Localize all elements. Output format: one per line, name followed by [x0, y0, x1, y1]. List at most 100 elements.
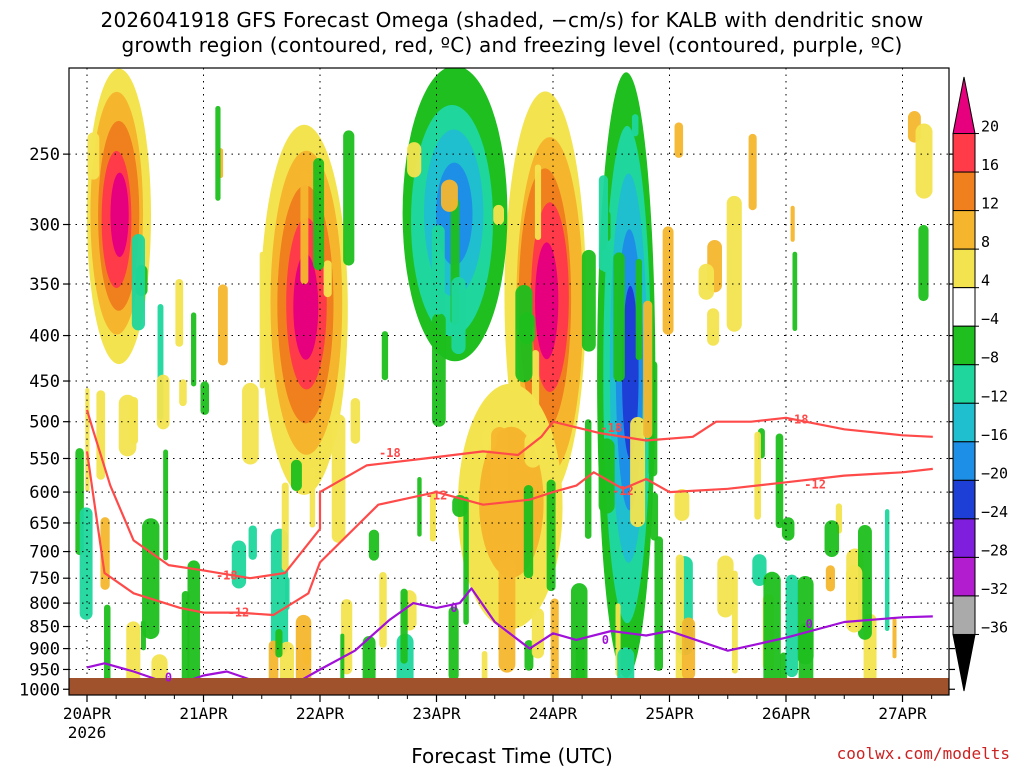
colorbar-segment [952, 248, 976, 289]
colorbar-label: 12 [981, 195, 999, 213]
contour-label: -12 [228, 606, 250, 620]
colorbar-segment [952, 364, 976, 404]
colorbar-label: −20 [981, 464, 1008, 482]
omega-streak [763, 571, 781, 695]
contour-label: -18 [600, 421, 622, 435]
colorbar-segment [952, 556, 976, 597]
colorbar-segment [952, 133, 976, 173]
omega-streak [498, 558, 516, 673]
omega-streak [179, 379, 187, 407]
omega-streak [417, 476, 422, 537]
omega-streak [493, 204, 505, 225]
omega-streak [630, 417, 646, 528]
colorbar-segment [952, 518, 976, 558]
chart-title-line-2: growth region (contoured, red, ºC) and f… [121, 33, 903, 57]
omega-streak [381, 331, 389, 381]
colorbar-label: −16 [981, 426, 1008, 444]
omega-streak [163, 449, 169, 561]
colorbar-top-arrow [952, 76, 976, 135]
y-tick-label: 250 [29, 145, 60, 165]
colorbar-segment [952, 441, 976, 481]
omega-streak [635, 258, 643, 361]
omega-streak [452, 495, 468, 518]
omega-streak [523, 484, 534, 579]
omega-streak [846, 564, 863, 633]
colorbar-label: −24 [981, 503, 1008, 521]
omega-streak [785, 574, 799, 677]
y-tick-label: 700 [29, 543, 60, 563]
colorbar-segment [952, 287, 976, 327]
omega-streak [515, 285, 533, 383]
omega-streak [581, 249, 596, 352]
colorbar-label: −8 [981, 349, 999, 367]
credit-text: coolwx.com/modelts [836, 744, 1010, 763]
omega-streak [631, 114, 639, 137]
omega-streak [654, 536, 664, 671]
omega-streak [892, 618, 897, 659]
omega-streak [707, 308, 720, 346]
colorbar-label: −28 [981, 541, 1008, 559]
omega-streak [698, 263, 715, 300]
y-tick-label: 1000 [19, 680, 60, 700]
omega-streak [215, 105, 221, 201]
omega-streak [131, 234, 146, 331]
colorbar-label: −12 [981, 387, 1008, 405]
omega-streak [918, 224, 929, 302]
y-tick-label: 500 [29, 413, 60, 433]
omega-streak [379, 571, 387, 648]
omega-streak [300, 169, 309, 285]
y-tick-label: 800 [29, 594, 60, 614]
colorbar-legend: 20 16 12 8 4 −4 −8 −12 −16 −20 −24 −28 −32 −36 [952, 76, 1008, 692]
y-tick-label: 650 [29, 514, 60, 534]
omega-streak [617, 647, 635, 695]
colorbar-label: −4 [981, 310, 999, 328]
x-tick-label: 23APR [412, 704, 461, 723]
omega-streak [331, 414, 346, 543]
omega-streak [531, 350, 540, 412]
omega-streak [191, 312, 197, 387]
x-tick-label: 26APR [762, 704, 811, 723]
omega-streak [175, 278, 184, 347]
omega-streak [717, 555, 734, 618]
omega-streak [546, 479, 556, 592]
omega-streak [781, 517, 795, 541]
omega-streak [313, 158, 325, 271]
colorbar-bottom-arrow [952, 633, 976, 692]
omega-streak [748, 133, 757, 211]
colorbar-label: 8 [981, 233, 990, 251]
y-tick-label: 900 [29, 640, 60, 660]
omega-streak [584, 419, 592, 539]
omega-shade-level [110, 172, 129, 258]
omega-streak [368, 529, 380, 561]
omega-streak [118, 394, 137, 457]
y-tick-label: 450 [29, 372, 60, 392]
colorbar-segment [952, 595, 976, 635]
omega-streak [675, 554, 684, 689]
omega-streak [524, 433, 542, 468]
omega-feature-0 [86, 68, 152, 365]
omega-streak [598, 438, 615, 514]
colorbar-segment [952, 402, 976, 443]
omega-streak [156, 374, 170, 430]
omega-streak [275, 629, 283, 658]
contour-line--18 [85, 409, 933, 580]
contour-labels: -18 -18 -18 -18 -12 -12 -12 -12 0 0 0 0 [165, 412, 826, 684]
y-tick-label: 600 [29, 483, 60, 503]
ground-surface-bar [69, 678, 949, 695]
omega-streak [407, 142, 422, 178]
omega-streak [79, 507, 93, 620]
omega-streak [431, 225, 445, 315]
omega-streak [531, 608, 545, 659]
omega-streak [104, 604, 111, 695]
omega-streak [775, 433, 784, 529]
contour-label: -12 [426, 488, 448, 502]
colorbar-label: −32 [981, 580, 1008, 598]
omega-streak [343, 130, 355, 266]
x-tick-label: 21APR [179, 704, 228, 723]
omega-streak [662, 226, 674, 335]
y-tick-label: 400 [29, 327, 60, 347]
omega-streak [643, 300, 653, 439]
y-tick-label: 850 [29, 618, 60, 638]
x-axis-label: Forecast Time (UTC) [411, 744, 613, 768]
omega-streak [726, 195, 742, 332]
